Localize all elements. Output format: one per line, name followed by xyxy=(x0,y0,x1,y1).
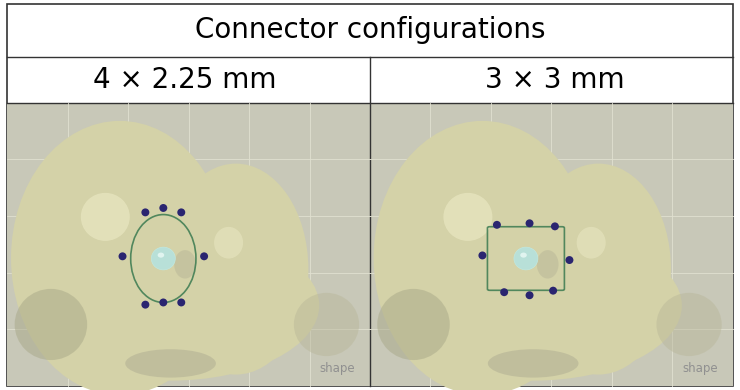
Ellipse shape xyxy=(377,289,450,360)
Ellipse shape xyxy=(178,298,185,307)
Text: Connector configurations: Connector configurations xyxy=(195,16,545,44)
Ellipse shape xyxy=(200,252,208,260)
Ellipse shape xyxy=(174,250,196,278)
Ellipse shape xyxy=(565,256,574,264)
Ellipse shape xyxy=(159,204,167,212)
Ellipse shape xyxy=(118,252,127,260)
Text: shape: shape xyxy=(320,362,355,375)
Bar xyxy=(370,103,733,386)
Ellipse shape xyxy=(656,293,722,356)
Ellipse shape xyxy=(158,253,164,258)
Ellipse shape xyxy=(479,252,486,259)
Ellipse shape xyxy=(294,293,359,356)
Ellipse shape xyxy=(152,247,175,270)
Ellipse shape xyxy=(536,250,559,278)
Bar xyxy=(7,103,370,386)
Ellipse shape xyxy=(525,291,534,299)
Ellipse shape xyxy=(81,193,130,241)
Ellipse shape xyxy=(11,121,229,390)
Ellipse shape xyxy=(443,193,492,241)
Ellipse shape xyxy=(525,219,534,227)
Ellipse shape xyxy=(374,121,591,390)
Ellipse shape xyxy=(551,222,559,230)
Text: 4 × 2.25 mm: 4 × 2.25 mm xyxy=(93,66,277,94)
Ellipse shape xyxy=(22,230,319,381)
Ellipse shape xyxy=(127,246,229,301)
Ellipse shape xyxy=(141,208,149,216)
Ellipse shape xyxy=(214,227,243,259)
Ellipse shape xyxy=(500,288,508,296)
Ellipse shape xyxy=(520,253,527,258)
Ellipse shape xyxy=(164,164,309,374)
Ellipse shape xyxy=(385,230,682,381)
Ellipse shape xyxy=(576,227,605,259)
Ellipse shape xyxy=(125,349,216,378)
Ellipse shape xyxy=(490,246,591,301)
Ellipse shape xyxy=(526,164,671,374)
Ellipse shape xyxy=(15,289,87,360)
Text: shape: shape xyxy=(682,362,718,375)
Ellipse shape xyxy=(514,247,538,270)
Ellipse shape xyxy=(159,298,167,307)
Ellipse shape xyxy=(488,349,579,378)
Text: 3 × 3 mm: 3 × 3 mm xyxy=(485,66,625,94)
Ellipse shape xyxy=(493,221,501,229)
Ellipse shape xyxy=(549,287,557,294)
Ellipse shape xyxy=(178,208,185,216)
Ellipse shape xyxy=(141,301,149,308)
